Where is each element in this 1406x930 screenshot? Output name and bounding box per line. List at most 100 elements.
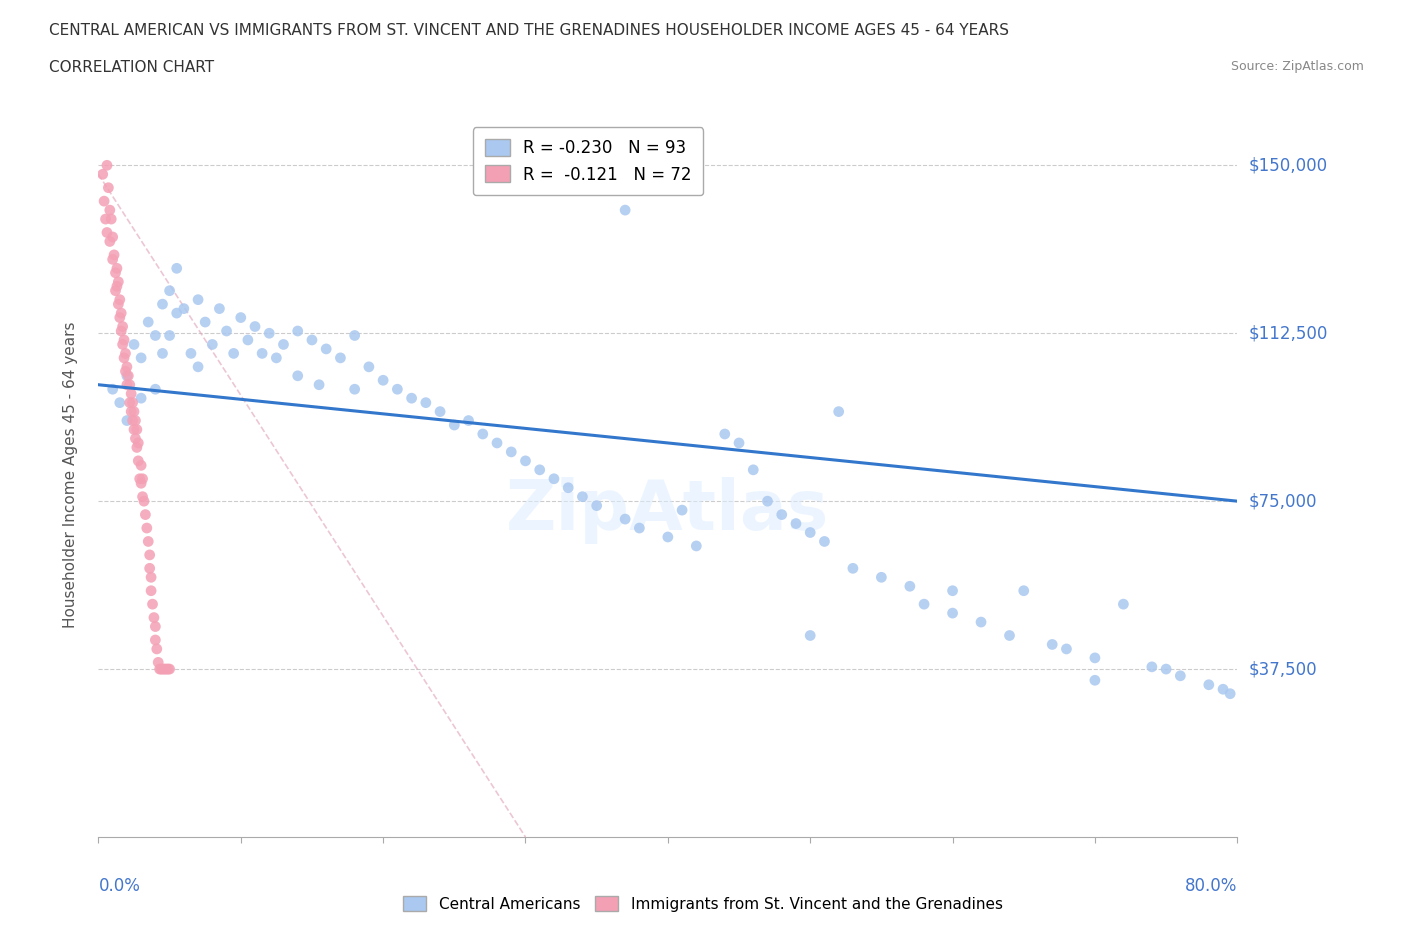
Point [343,382,366,397]
Point [166,261,188,276]
Point [301,333,323,348]
Point [266,351,288,365]
Point [970,615,993,630]
Point [122,405,145,419]
Point [543,472,565,486]
Point [148,655,170,670]
Point [1084,650,1107,665]
Point [471,427,494,442]
Point [1040,637,1063,652]
Point [128,472,150,486]
Point [229,310,252,325]
Point [153,661,176,676]
Point [115,359,138,374]
Y-axis label: Householder Income Ages 45 - 64 years: Householder Income Ages 45 - 64 years [63,321,77,628]
Point [187,292,209,307]
Point [222,346,245,361]
Point [515,454,537,469]
Point [91,166,114,181]
Point [111,319,134,334]
Text: ZipAtlas: ZipAtlas [506,477,830,544]
Point [110,324,132,339]
Point [387,382,409,397]
Point [912,597,935,612]
Text: 80.0%: 80.0% [1185,877,1237,895]
Point [107,274,129,289]
Point [127,435,149,450]
Point [129,458,152,472]
Text: $150,000: $150,000 [1249,156,1327,174]
Point [401,391,423,405]
Point [201,337,224,352]
Point [486,435,509,450]
Point [124,413,146,428]
Text: $75,000: $75,000 [1249,492,1317,511]
Point [557,480,579,495]
Point [842,561,865,576]
Text: CORRELATION CHART: CORRELATION CHART [49,60,214,75]
Point [118,378,141,392]
Legend: Central Americans, Immigrants from St. Vincent and the Grenadines: Central Americans, Immigrants from St. V… [398,889,1008,918]
Point [136,314,159,329]
Point [152,661,174,676]
Text: 0.0%: 0.0% [98,877,141,895]
Point [1012,583,1035,598]
Point [714,427,737,442]
Legend: R = -0.230   N = 93, R =  -0.121   N = 72: R = -0.230 N = 93, R = -0.121 N = 72 [472,127,703,195]
Point [136,534,159,549]
Point [828,405,851,419]
Point [115,368,138,383]
Point [259,326,281,340]
Point [122,337,145,352]
Point [145,328,167,343]
Point [429,405,451,419]
Point [208,301,231,316]
Point [100,212,122,227]
Point [194,314,217,329]
Point [145,619,167,634]
Point [139,583,162,598]
Point [112,333,135,348]
Point [756,494,779,509]
Point [870,570,893,585]
Point [120,386,142,401]
Point [134,507,156,522]
Point [415,395,437,410]
Point [104,284,127,299]
Point [152,297,174,312]
Point [121,413,143,428]
Point [159,328,181,343]
Point [942,605,965,620]
Point [373,373,395,388]
Point [785,516,807,531]
Point [159,661,181,676]
Point [138,561,160,576]
Text: CENTRAL AMERICAN VS IMMIGRANTS FROM ST. VINCENT AND THE GRENADINES HOUSEHOLDER I: CENTRAL AMERICAN VS IMMIGRANTS FROM ST. … [49,23,1010,38]
Point [122,422,145,437]
Point [1056,642,1078,657]
Point [125,440,148,455]
Point [1084,672,1107,687]
Point [1112,597,1135,612]
Point [138,548,160,563]
Point [273,337,295,352]
Point [145,382,167,397]
Point [998,628,1021,643]
Point [614,512,637,526]
Point [308,378,330,392]
Point [124,431,146,445]
Point [799,628,821,643]
Point [141,597,163,612]
Point [108,395,131,410]
Point [132,494,155,509]
Point [93,193,115,208]
Point [799,525,821,540]
Point [118,395,141,410]
Point [150,661,173,676]
Point [614,203,637,218]
Point [315,341,337,356]
Point [180,346,202,361]
Point [103,247,125,262]
Point [115,413,138,428]
Point [112,351,135,365]
